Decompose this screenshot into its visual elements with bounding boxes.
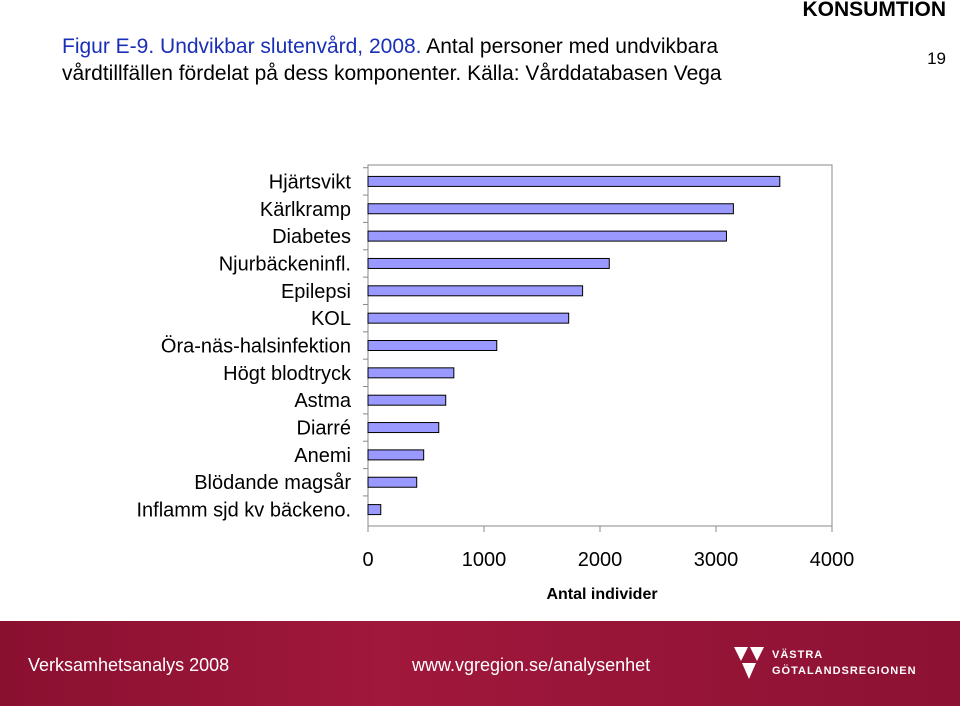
logo-line1: VÄSTRA: [772, 649, 824, 661]
x-tick-label: 4000: [810, 549, 855, 571]
bar: [367, 257, 610, 269]
category-label: Anemi: [294, 445, 351, 467]
bar: [367, 394, 447, 406]
category-label: Högt blodtryck: [223, 363, 352, 385]
footer-left-text: Verksamhetsanalys 2008: [28, 655, 230, 675]
category-label: Epilepsi: [281, 281, 351, 303]
bar: [367, 285, 584, 297]
title-rest: Antal personer med undvikbara vårdtillfä…: [62, 35, 722, 85]
bar: [367, 312, 570, 324]
logo-line2: GÖTALANDSREGIONEN: [772, 665, 917, 677]
vgr-logo: VÄSTRA GÖTALANDSREGIONEN: [732, 643, 916, 687]
category-label: Öra-näs-halsinfektion: [161, 336, 351, 358]
x-tick-label: 1000: [462, 549, 507, 571]
bar: [367, 175, 781, 187]
bar: [367, 504, 382, 516]
category-label: Diabetes: [272, 226, 351, 248]
x-axis-label: Antal individer: [546, 586, 657, 603]
category-label: KOL: [311, 308, 351, 330]
category-label: Blödande magsår: [194, 472, 351, 494]
bar: [367, 230, 727, 242]
bar: [367, 422, 440, 434]
page-number: 19: [927, 49, 946, 68]
bar: [367, 476, 418, 488]
bar: [367, 203, 734, 215]
bar-chart: 0 1000 2000 3000 4000 Hjärtsvikt Kärlkramp Diab…: [136, 164, 855, 603]
x-tick-label: 2000: [578, 549, 623, 571]
vgr-logo-icon: [734, 647, 764, 679]
bar: [367, 449, 425, 461]
category-label: Njurbäckeninfl.: [219, 253, 351, 275]
x-tick-label: 0: [362, 549, 373, 571]
footer-bar: Verksamhetsanalys 2008 www.vgregion.se/a…: [0, 621, 960, 706]
category-label: Hjärtsvikt: [269, 171, 352, 193]
category-label: Kärlkramp: [260, 199, 351, 221]
title-highlight: Figur E-9. Undvikbar slutenvård, 2008.: [62, 35, 422, 58]
footer-url[interactable]: www.vgregion.se/analysenhet: [412, 655, 651, 675]
category-label: Inflamm sjd kv bäckeno.: [136, 500, 351, 522]
chart-title: Figur E-9. Undvikbar slutenvård, 2008. A…: [62, 33, 822, 87]
bar: [367, 367, 455, 379]
section-label: KONSUMTION: [802, 0, 947, 21]
bar: [367, 340, 498, 351]
category-label: Diarré: [297, 418, 351, 440]
x-tick-label: 3000: [694, 549, 739, 571]
category-label: Astma: [294, 390, 352, 412]
